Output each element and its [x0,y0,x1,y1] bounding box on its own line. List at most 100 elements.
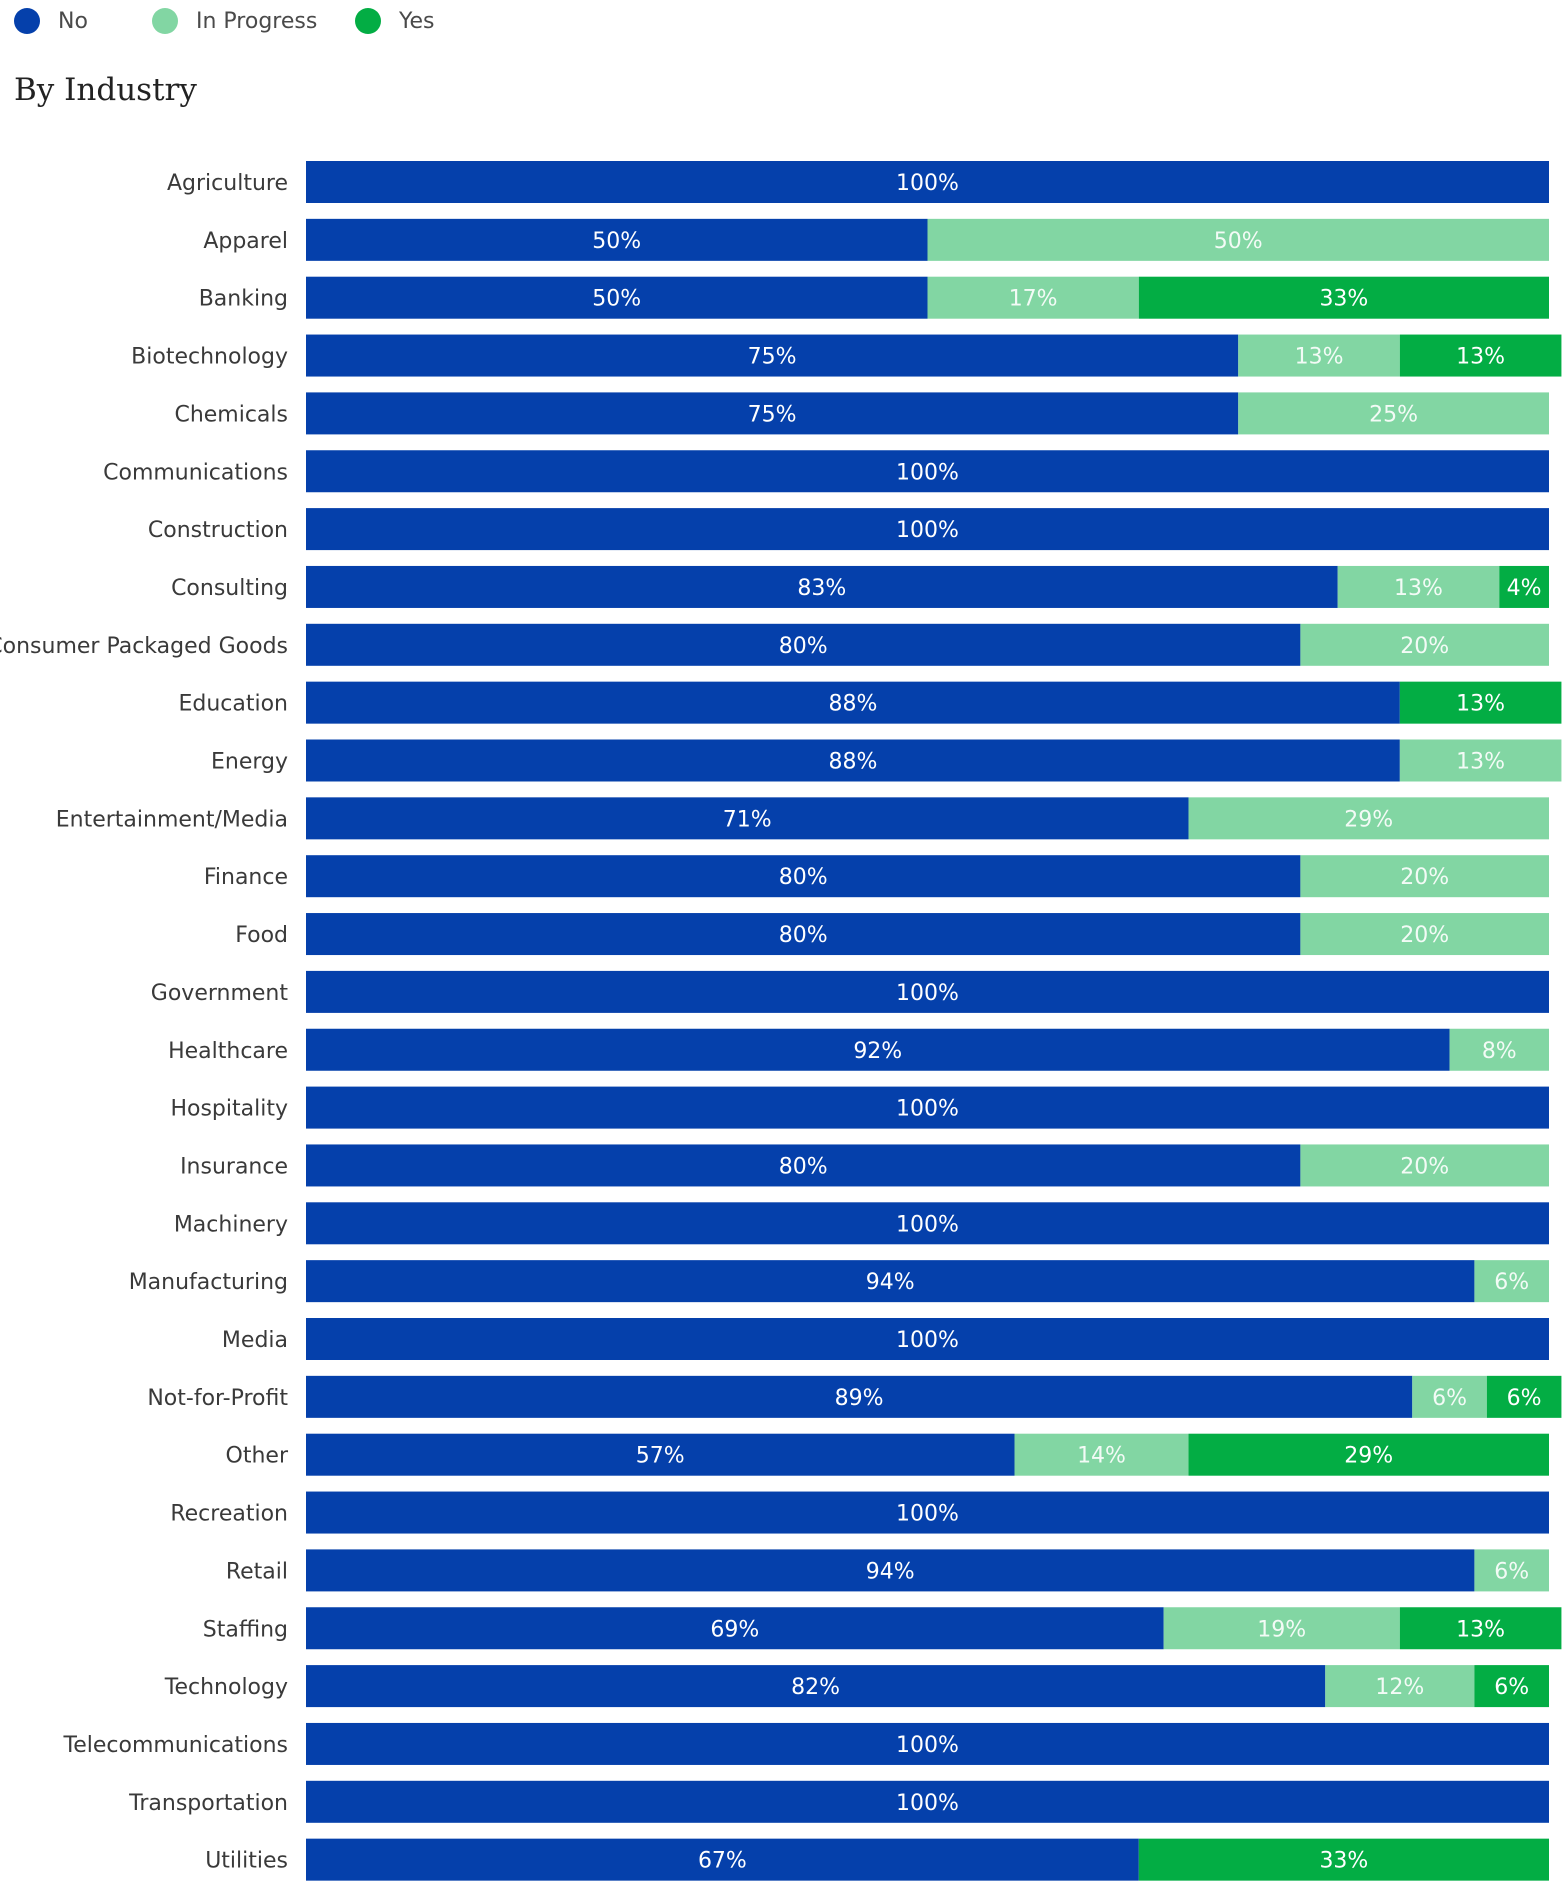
data-label-no: 57% [636,1444,685,1469]
bar-segment-no [306,1028,1450,1071]
data-label-no: 94% [866,1270,915,1295]
data-label-yes: 6% [1507,1386,1542,1411]
bar-segment-no [306,1838,1139,1881]
bar-segment-no [306,681,1400,724]
bar-segment-no [306,1491,1549,1534]
data-label-yes: 29% [1344,1444,1393,1469]
data-label-yes: 13% [1456,345,1505,370]
legend-label: In Progress [196,8,318,34]
category-label: Healthcare [168,1039,288,1064]
bar-segment-in-progress [1188,797,1549,840]
data-label-no: 100% [896,1733,959,1758]
data-label-yes: 33% [1319,287,1368,312]
bar-segment-no [306,218,928,261]
data-label-in-progress: 6% [1494,1559,1529,1584]
data-label-no: 50% [592,287,641,312]
data-label-no: 88% [828,692,877,717]
bar-segment-no [306,855,1301,898]
legend-item-in-progress: In Progress [152,6,317,36]
data-label-no: 94% [866,1559,915,1584]
data-label-no: 100% [896,171,959,196]
data-label-no: 100% [896,981,959,1006]
data-label-in-progress: 13% [1295,345,1344,370]
data-label-in-progress: 29% [1344,807,1393,832]
data-label-no: 82% [791,1675,840,1700]
bar-segment-no [306,1607,1164,1650]
bar-segment-in-progress [1412,1375,1487,1418]
data-label-in-progress: 20% [1400,865,1449,890]
data-label-no: 100% [896,1502,959,1527]
bar-segment-yes [1486,1375,1562,1418]
data-label-no: 67% [698,1849,747,1874]
bar-segment-no [306,276,928,319]
data-label-in-progress: 20% [1400,634,1449,659]
bar-segment-yes [1499,565,1549,608]
category-label: Entertainment/Media [56,807,288,832]
data-label-no: 100% [896,1328,959,1353]
bar-segment-in-progress [1300,855,1549,898]
category-label: Food [235,923,288,948]
bar-segment-yes [1399,334,1562,377]
data-label-yes: 33% [1319,1849,1368,1874]
data-label-yes: 13% [1456,1617,1505,1642]
category-label: Not-for-Profit [147,1386,288,1411]
data-label-no: 83% [797,576,846,601]
bar-segment-no [306,1722,1549,1765]
bar-segment-in-progress [1163,1607,1400,1650]
category-label: Hospitality [170,1097,288,1122]
category-label: Other [226,1444,289,1469]
category-label: Consumer Packaged Goods [0,634,288,659]
category-label: Communications [103,460,288,485]
data-label-no: 100% [896,1212,959,1237]
bar-segment-no [306,392,1239,435]
bar-segment-no [306,1260,1475,1303]
bar-segment-in-progress [1449,1028,1549,1071]
data-label-in-progress: 20% [1400,923,1449,948]
bar-segment-no [306,1375,1413,1418]
bar-segment-no [306,565,1338,608]
category-label: Banking [199,287,288,312]
bar-segment-no [306,739,1400,782]
bar-segment-no [306,623,1301,666]
category-label: Government [151,981,289,1006]
category-label: Telecommunications [63,1733,288,1758]
data-label-no: 80% [779,923,828,948]
bar-segment-no [306,1202,1549,1245]
bar-segment-in-progress [1300,1144,1549,1187]
category-label: Agriculture [167,171,288,196]
data-label-yes: 6% [1494,1675,1529,1700]
category-label: Media [222,1328,288,1353]
bar-segment-no [306,508,1549,551]
data-label-no: 100% [896,518,959,543]
bar-segment-yes [1138,276,1549,319]
category-label: Manufacturing [129,1270,288,1295]
data-label-no: 100% [896,1791,959,1816]
category-label: Technology [164,1675,288,1700]
bar-segment-no [306,970,1549,1013]
category-label: Consulting [171,576,288,601]
category-label: Education [178,692,288,717]
section-title: By Industry [14,72,197,108]
data-label-no: 80% [779,865,828,890]
legend-swatch [355,8,381,34]
data-label-no: 80% [779,634,828,659]
data-label-in-progress: 13% [1456,750,1505,775]
category-label: Apparel [203,229,288,254]
bar-segment-no [306,1086,1549,1129]
bar-segment-in-progress [1474,1549,1549,1592]
category-label: Construction [148,518,288,543]
data-label-in-progress: 6% [1432,1386,1467,1411]
bar-segment-no [306,334,1239,377]
bar-segment-in-progress [927,276,1139,319]
bar-segment-in-progress [1238,334,1400,377]
bar-segment-yes [1138,1838,1549,1881]
data-label-no: 80% [779,1154,828,1179]
category-label: Retail [226,1559,288,1584]
bar-segment-in-progress [927,218,1549,261]
data-label-in-progress: 50% [1214,229,1263,254]
data-label-in-progress: 6% [1494,1270,1529,1295]
bar-segment-in-progress [1300,913,1549,956]
bar-segment-in-progress [1474,1260,1549,1303]
data-label-no: 92% [853,1039,902,1064]
